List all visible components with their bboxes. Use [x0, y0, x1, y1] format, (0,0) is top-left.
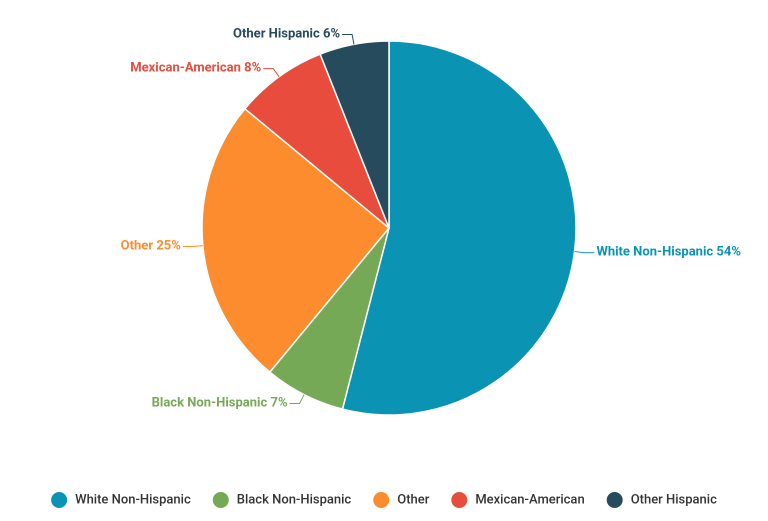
legend-text: Other — [397, 492, 429, 507]
leader-line — [342, 33, 355, 45]
legend-swatch — [606, 492, 623, 508]
slice-label: Black Non-Hispanic 7% — [152, 396, 288, 411]
slice-label: Mexican-American 8% — [130, 61, 261, 76]
legend-swatch — [212, 492, 229, 508]
slice-label-name: Other Hispanic — [233, 27, 320, 42]
slice-label-name: Mexican-American — [130, 61, 241, 76]
slice-label-name: Black Non-Hispanic — [152, 396, 268, 411]
legend-swatch — [51, 492, 68, 508]
leader-line — [574, 250, 595, 254]
legend-text: White Non-Hispanic — [75, 492, 191, 507]
slice-label: White Non-Hispanic 54% — [596, 245, 741, 260]
leader-line — [263, 68, 280, 78]
legend-text: Black Non-Hispanic — [237, 492, 352, 507]
slice-label-value: 7% — [270, 396, 287, 411]
legend: White Non-Hispanic Black Non-Hispanic Othe… — [51, 492, 717, 508]
pie-slice — [319, 40, 390, 229]
legend-text: Other Hispanic — [631, 492, 717, 507]
slice-label-value: 8% — [244, 61, 261, 76]
slice-label-value: 6% — [323, 27, 340, 42]
pie-slice — [243, 53, 390, 229]
pie-slice — [201, 107, 391, 374]
legend-swatch — [373, 492, 390, 508]
slice-label: Other 25% — [121, 239, 182, 254]
slice-label-name: White Non-Hispanic — [596, 245, 713, 260]
leader-line — [289, 394, 305, 405]
legend-text: Mexican-American — [475, 492, 584, 507]
slice-label-value: 25% — [156, 239, 181, 254]
slice-label-name: Other — [121, 239, 154, 254]
slice-label-value: 54% — [716, 245, 741, 260]
legend-swatch — [451, 492, 468, 508]
leader-line — [182, 245, 203, 248]
slice-label: Other Hispanic 6% — [233, 27, 340, 42]
